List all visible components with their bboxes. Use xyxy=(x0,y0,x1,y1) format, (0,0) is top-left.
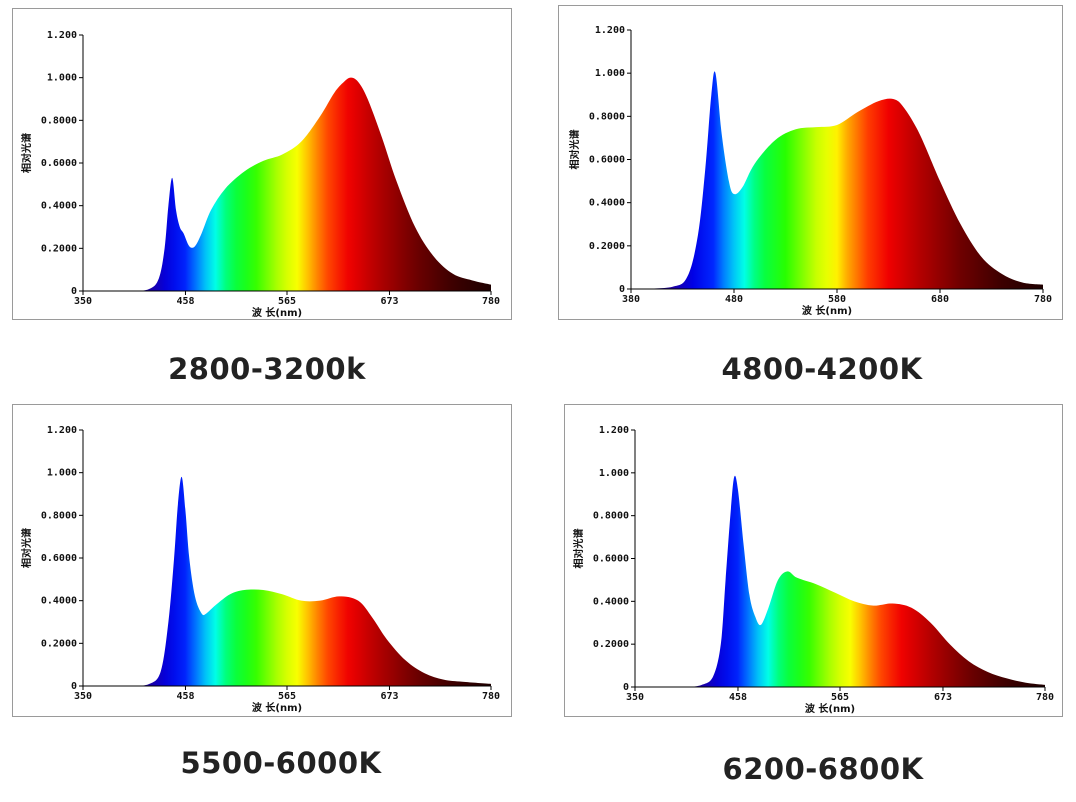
y-tick-label: 0.2000 xyxy=(589,241,625,252)
y-tick-label: 1.200 xyxy=(47,30,77,41)
y-tick-label: 0.8000 xyxy=(589,111,625,122)
x-axis-label: 波 长(nm) xyxy=(802,304,852,317)
y-tick-label: 1.000 xyxy=(47,468,77,479)
y-axis-label: 相对光谱 xyxy=(568,130,581,170)
y-tick-label: 0.8000 xyxy=(41,115,77,126)
y-tick-label: 0.6000 xyxy=(593,554,629,565)
x-tick-label: 380 xyxy=(622,294,640,305)
y-tick-label: 0.8000 xyxy=(593,511,629,522)
y-tick-label: 0 xyxy=(71,286,77,297)
x-tick-label: 565 xyxy=(831,692,849,703)
y-tick-label: 1.200 xyxy=(595,25,625,36)
chart-svg: 0 0.2000 0.4000 0.6000 0.8000 1.000 1.200 380 48… xyxy=(568,25,1052,317)
y-tick-label: 0 xyxy=(71,681,77,692)
x-tick-label: 673 xyxy=(934,692,952,703)
spectrum-chart-3: 0 0.2000 0.4000 0.6000 0.8000 1.000 1.200 350 45… xyxy=(12,404,512,717)
x-tick-label: 580 xyxy=(828,294,846,305)
y-tick-label: 0.2000 xyxy=(593,639,629,650)
y-tick-label: 1.200 xyxy=(599,425,629,436)
x-tick-label: 458 xyxy=(176,691,194,702)
y-tick-label: 1.000 xyxy=(47,73,77,84)
spectrum-area xyxy=(83,476,491,686)
x-tick-label: 673 xyxy=(380,296,398,307)
x-axis-label: 波 长(nm) xyxy=(252,306,302,319)
x-tick-label: 680 xyxy=(931,294,949,305)
x-tick-label: 780 xyxy=(1036,692,1054,703)
y-tick-label: 0.8000 xyxy=(41,510,77,521)
y-tick-label: 1.000 xyxy=(599,468,629,479)
x-tick-label: 673 xyxy=(380,691,398,702)
spectrum-area xyxy=(631,71,1043,289)
y-tick-label: 1.000 xyxy=(595,68,625,79)
x-tick-label: 565 xyxy=(278,691,296,702)
chart-caption: 4800-4200K xyxy=(721,352,923,386)
y-tick-label: 1.200 xyxy=(47,425,77,436)
x-tick-label: 480 xyxy=(725,294,743,305)
y-tick-label: 0.2000 xyxy=(41,243,77,254)
spectrum-chart-2: 0 0.2000 0.4000 0.6000 0.8000 1.000 1.200 380 48… xyxy=(558,5,1063,320)
y-tick-label: 0.4000 xyxy=(41,201,77,212)
chart-caption: 2800-3200k xyxy=(168,352,366,386)
x-tick-label: 458 xyxy=(176,296,194,307)
y-tick-label: 0.4000 xyxy=(593,596,629,607)
x-tick-label: 780 xyxy=(1034,294,1052,305)
x-tick-label: 350 xyxy=(74,296,92,307)
spectrum-area xyxy=(635,475,1045,687)
y-axis-label: 相对光谱 xyxy=(20,133,33,173)
spectrum-chart-1: 0 0.2000 0.4000 0.6000 0.8000 1.000 1.200 350 45… xyxy=(12,8,512,320)
y-tick-label: 0 xyxy=(623,682,629,693)
x-tick-label: 350 xyxy=(626,692,644,703)
chart-svg: 0 0.2000 0.4000 0.6000 0.8000 1.000 1.200 350 45… xyxy=(20,425,500,714)
y-tick-label: 0.4000 xyxy=(41,596,77,607)
spectrum-area xyxy=(83,77,491,292)
spectrum-chart-4: 0 0.2000 0.4000 0.6000 0.8000 1.000 1.200 350 45… xyxy=(564,404,1063,717)
x-tick-label: 350 xyxy=(74,691,92,702)
x-tick-label: 458 xyxy=(729,692,747,703)
y-tick-label: 0.2000 xyxy=(41,638,77,649)
x-tick-label: 780 xyxy=(482,691,500,702)
y-tick-label: 0.6000 xyxy=(41,553,77,564)
chart-svg: 0 0.2000 0.4000 0.6000 0.8000 1.000 1.200 350 45… xyxy=(20,30,500,319)
chart-svg: 0 0.2000 0.4000 0.6000 0.8000 1.000 1.200 350 45… xyxy=(572,425,1054,715)
x-axis-label: 波 长(nm) xyxy=(252,701,302,714)
chart-caption: 6200-6800K xyxy=(722,752,924,786)
y-axis-label: 相对光谱 xyxy=(572,529,585,569)
chart-caption: 5500-6000K xyxy=(180,746,382,780)
x-axis-label: 波 长(nm) xyxy=(805,702,855,715)
y-tick-label: 0.6000 xyxy=(589,155,625,166)
y-axis-label: 相对光谱 xyxy=(20,528,33,568)
y-tick-label: 0.4000 xyxy=(589,198,625,209)
x-tick-label: 780 xyxy=(482,296,500,307)
y-tick-label: 0.6000 xyxy=(41,158,77,169)
x-tick-label: 565 xyxy=(278,296,296,307)
y-tick-label: 0 xyxy=(619,284,625,295)
